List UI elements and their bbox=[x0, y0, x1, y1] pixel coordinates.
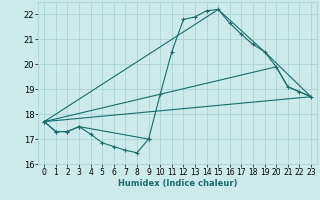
X-axis label: Humidex (Indice chaleur): Humidex (Indice chaleur) bbox=[118, 179, 237, 188]
